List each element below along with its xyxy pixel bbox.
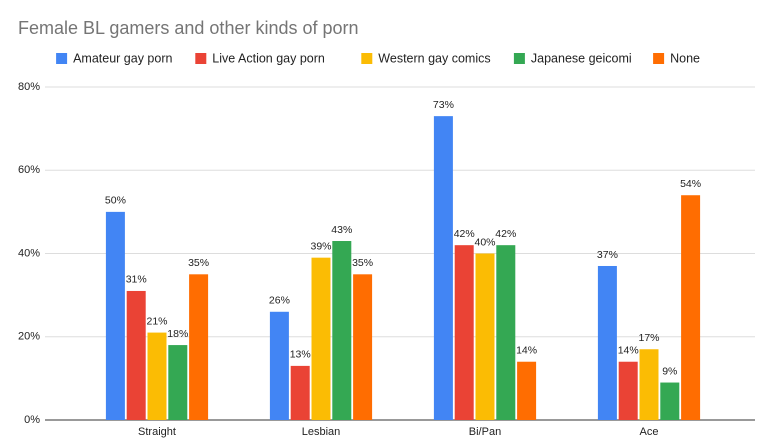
bar: [433, 116, 453, 420]
bar: [517, 361, 537, 420]
value-label: 35%: [188, 257, 209, 269]
x-tick-label: Ace: [640, 426, 659, 438]
legend: Amateur gay porn Live Action gay porn West…: [56, 51, 700, 65]
bar: [597, 265, 617, 420]
bar: [189, 274, 209, 420]
bar: [496, 245, 516, 420]
bar: [147, 332, 167, 420]
value-label: 35%: [352, 257, 373, 269]
value-label: 18%: [167, 328, 188, 340]
y-tick-label: 20%: [18, 331, 40, 343]
bar: [639, 349, 659, 420]
bar: [105, 211, 125, 420]
bar: [290, 365, 310, 420]
bar: [353, 274, 373, 420]
legend-label: Amateur gay porn: [73, 51, 172, 65]
value-label: 26%: [269, 295, 290, 307]
value-label: 14%: [516, 345, 537, 357]
legend-label: Western gay comics: [378, 51, 490, 65]
legend-swatch: [361, 53, 373, 64]
y-tick-label: 0%: [24, 414, 40, 426]
chart-title: Female BL gamers and other kinds of porn: [18, 18, 359, 38]
value-label: 50%: [105, 195, 126, 207]
legend-swatch: [513, 53, 525, 64]
value-label: 40%: [474, 236, 495, 248]
value-label: 39%: [310, 240, 331, 252]
bar: [269, 311, 289, 420]
legend-swatch: [195, 53, 207, 64]
value-label: 17%: [638, 332, 659, 344]
y-tick-label: 40%: [18, 247, 40, 259]
value-label: 13%: [290, 349, 311, 361]
value-label: 73%: [433, 99, 454, 111]
value-label: 37%: [597, 249, 618, 261]
bar: [681, 195, 701, 420]
value-label: 42%: [495, 228, 516, 240]
bar: [126, 290, 146, 420]
bar: [618, 361, 638, 420]
bar: [332, 241, 352, 420]
value-label: 54%: [680, 178, 701, 190]
legend-label: Japanese geicomi: [531, 51, 632, 65]
legend-swatch: [56, 53, 68, 64]
x-tick-label: Bi/Pan: [469, 426, 501, 438]
x-tick-label: Lesbian: [302, 426, 341, 438]
bar: [660, 382, 680, 420]
value-label: 43%: [331, 224, 352, 236]
bar: [311, 257, 331, 420]
y-tick-label: 60%: [18, 164, 40, 176]
bar: [168, 345, 188, 420]
value-label: 14%: [618, 345, 639, 357]
legend-swatch: [653, 53, 665, 64]
value-label: 9%: [662, 365, 677, 377]
value-label: 21%: [146, 315, 167, 327]
legend-label: None: [670, 51, 700, 65]
bar: [475, 253, 495, 420]
y-tick-label: 80%: [18, 81, 40, 93]
x-tick-label: Straight: [138, 426, 176, 438]
legend-label: Live Action gay porn: [212, 51, 325, 65]
bar: [454, 245, 474, 420]
value-label: 42%: [454, 228, 475, 240]
value-label: 31%: [126, 274, 147, 286]
